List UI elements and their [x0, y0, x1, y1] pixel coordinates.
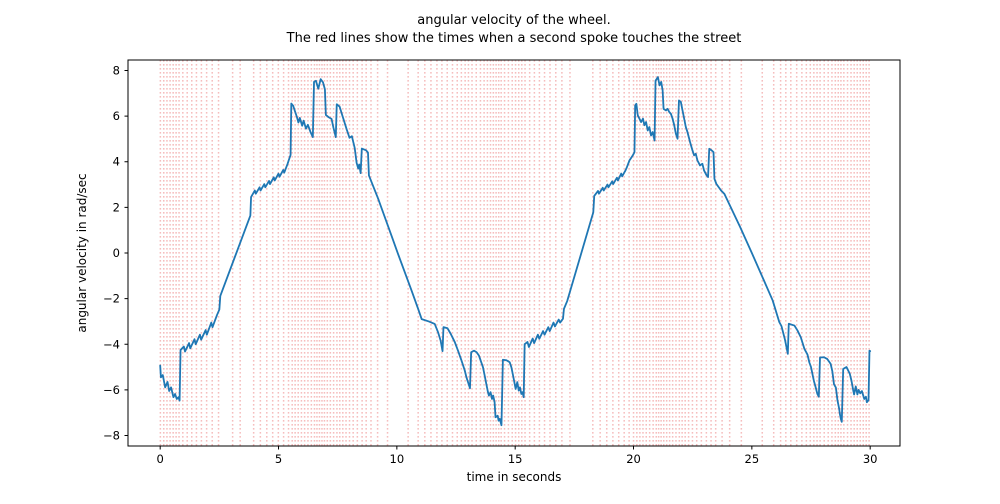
x-tick-label: 10	[390, 452, 405, 466]
y-tick-label: 4	[113, 155, 120, 169]
x-tick-label: 5	[275, 452, 282, 466]
y-tick-label: 0	[113, 246, 120, 260]
x-tick-label: 15	[508, 452, 523, 466]
x-tick-label: 30	[863, 452, 878, 466]
y-tick-label: 2	[113, 200, 120, 214]
axis-ticks: 0 5 10 15 20 25 30 −8 −6 −4 −2 0 2 4 6 8	[103, 63, 877, 466]
angular-velocity-curve	[159, 76, 872, 427]
x-axis-label: time in seconds	[467, 470, 562, 484]
spoke-touch-event-lines	[159, 60, 870, 446]
y-tick-label: 8	[113, 63, 120, 77]
x-tick-label: 20	[626, 452, 641, 466]
velocity-line	[159, 76, 872, 427]
y-tick-label: −6	[103, 383, 120, 397]
y-tick-label: −2	[103, 292, 120, 306]
y-tick-label: −4	[103, 337, 120, 351]
y-tick-label: 6	[113, 109, 120, 123]
chart-title-line-1: angular velocity of the wheel.	[417, 13, 610, 28]
y-tick-label: −8	[103, 429, 120, 443]
plot-frame	[127, 59, 901, 447]
chart-title-line-2: The red lines show the times when a seco…	[286, 31, 742, 46]
y-axis-label: angular velocity in rad/sec	[75, 173, 89, 332]
x-tick-label: 0	[157, 452, 164, 466]
x-tick-label: 25	[745, 452, 760, 466]
